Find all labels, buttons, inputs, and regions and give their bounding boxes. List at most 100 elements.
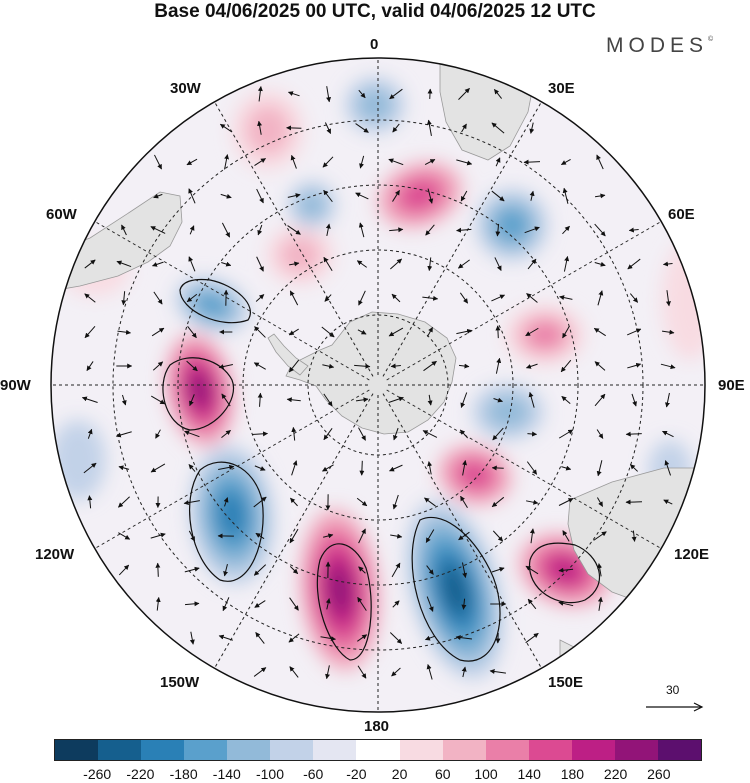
wind-vector-arrow <box>184 566 200 573</box>
brand-name: MODES <box>606 34 709 57</box>
anomaly-contour-fill <box>458 461 492 489</box>
wind-vector-arrow <box>660 363 676 370</box>
colorbar-tick-label: 20 <box>391 766 408 782</box>
colorbar-tick-label: 100 <box>474 766 498 782</box>
wind-vector-arrow <box>286 397 301 403</box>
wind-vector-arrow <box>321 326 335 338</box>
wind-vector-arrow <box>462 460 468 476</box>
wind-vector-arrow <box>257 120 263 135</box>
wind-vector-arrow <box>223 564 229 577</box>
wind-vector-arrow <box>358 89 366 99</box>
anomaly-contour-fill <box>217 490 247 540</box>
wind-vector-arrow <box>184 430 200 438</box>
wind-vector-arrow <box>358 566 366 574</box>
wind-vector-arrow <box>525 363 538 369</box>
colorbar <box>54 739 702 761</box>
wind-vector-arrow <box>625 431 642 437</box>
wind-vector-arrow <box>456 328 473 335</box>
wind-vector-arrow <box>87 495 93 509</box>
wind-vector-arrow <box>222 597 230 612</box>
wind-vector-arrow <box>118 532 131 540</box>
wind-vector-arrow <box>221 393 231 407</box>
wind-vector-arrow <box>219 123 232 133</box>
wind-vector-arrow <box>524 226 540 234</box>
wind-vector-arrow <box>594 393 606 407</box>
wind-vector-arrow <box>356 497 368 507</box>
wind-vector-arrow <box>459 292 469 304</box>
wind-vector-arrow <box>153 193 163 199</box>
wind-vector-arrow <box>390 363 401 369</box>
lon-label-0: 0 <box>370 36 379 53</box>
wind-vector-arrow <box>183 500 200 506</box>
wind-vector-arrow <box>324 122 332 134</box>
wind-vector-arrow <box>224 154 230 170</box>
wind-vector-arrow <box>426 565 434 575</box>
latitude-circle <box>242 249 514 521</box>
wind-vector-arrow <box>288 328 299 336</box>
wind-vector-arrow <box>115 431 132 438</box>
wind-vector-arrow <box>562 187 569 204</box>
wind-vector-arrow <box>355 123 369 133</box>
wind-vector-arrow <box>529 190 535 201</box>
wind-vector-arrow <box>627 362 642 369</box>
wind-vector-arrow <box>629 464 639 472</box>
reference-arrow-icon <box>646 702 704 712</box>
wind-vector-arrow <box>325 665 330 680</box>
wind-vector-arrow <box>426 596 434 612</box>
wind-vector-arrow <box>529 122 535 134</box>
lon-label-30w: 30W <box>170 80 201 97</box>
wind-vector-arrow <box>526 461 538 475</box>
wind-vector-arrow <box>323 189 333 203</box>
wind-vector-arrow <box>288 359 300 373</box>
wind-vector-arrow <box>523 159 540 165</box>
wind-vector-arrow <box>150 463 166 473</box>
colorbar-segment <box>98 740 142 760</box>
colorbar-segment <box>270 740 314 760</box>
wind-vector-arrow <box>489 669 506 674</box>
wind-vector-arrow <box>189 225 195 235</box>
wind-vector-arrow <box>187 325 197 339</box>
wind-vector-arrow <box>355 192 369 200</box>
wind-vector-arrow <box>392 190 400 202</box>
wind-vector-arrow <box>427 88 433 99</box>
wind-vector-arrow <box>186 158 198 166</box>
wind-vector-arrow <box>84 293 96 303</box>
wind-vector-arrow <box>593 327 606 337</box>
wind-vector-arrow <box>255 532 265 540</box>
wind-vector-arrow <box>81 396 98 403</box>
anomaly-contour-fill <box>441 564 469 616</box>
wind-vector-arrow <box>559 295 573 301</box>
wind-vector-arrow <box>189 631 195 645</box>
wind-vector-arrow <box>594 193 606 199</box>
anomaly-contour-fill <box>496 209 528 241</box>
wind-vector-arrow <box>491 465 504 471</box>
lon-label-120e: 120E <box>674 546 710 563</box>
wind-vector-arrow <box>494 257 502 271</box>
wind-vector-arrow <box>393 427 399 441</box>
contour-line <box>529 542 601 604</box>
map-disk <box>51 58 705 712</box>
wind-vector-arrow <box>427 326 433 337</box>
wind-vector-arrow <box>320 636 336 641</box>
colorbar-tick-label: -100 <box>255 766 285 782</box>
wind-vector-arrow <box>255 294 265 302</box>
lon-label-150e: 150E <box>548 674 584 691</box>
wind-vector-arrow <box>562 530 570 542</box>
wind-vector-arrow <box>254 326 266 338</box>
wind-vector-arrow <box>357 634 368 642</box>
wind-vector-arrow <box>392 600 400 608</box>
wind-vector-arrow <box>593 531 607 541</box>
colorbar-segment <box>227 740 271 760</box>
wind-vector-arrow <box>289 597 299 611</box>
colorbar-segment <box>55 740 99 760</box>
wind-vector-arrow <box>665 392 670 408</box>
wind-vector-arrow <box>526 293 538 303</box>
wind-vector-arrow <box>324 294 332 302</box>
wind-vector-arrow <box>594 223 606 237</box>
meridian-line <box>386 221 662 381</box>
wind-vector-arrow <box>87 428 93 439</box>
wind-vector-arrow <box>424 497 436 507</box>
wind-vector-arrow <box>218 364 233 369</box>
anomaly-field <box>51 77 705 680</box>
wind-vector-arrow <box>491 567 505 573</box>
